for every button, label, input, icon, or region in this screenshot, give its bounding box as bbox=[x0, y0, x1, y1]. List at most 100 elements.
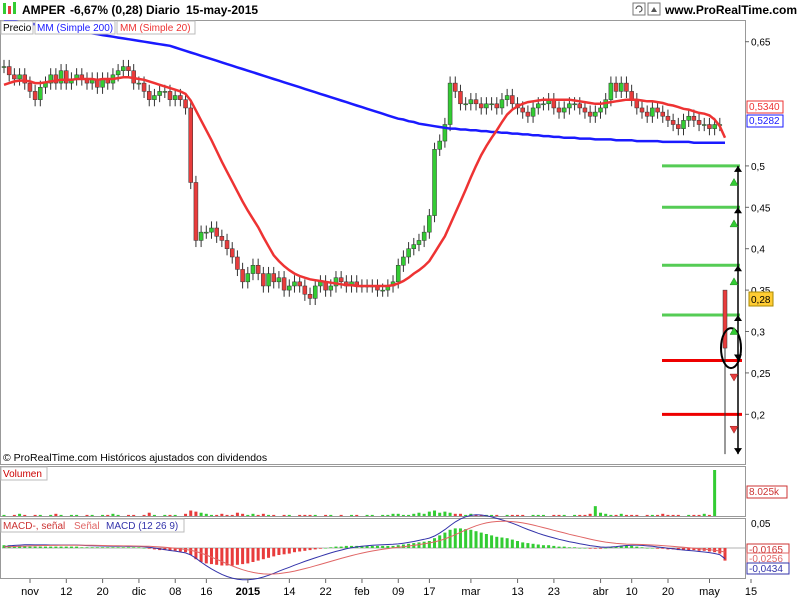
macd-hist-pos bbox=[59, 546, 63, 548]
candle-down bbox=[453, 82, 458, 92]
volume-bar-down bbox=[355, 514, 359, 516]
candle-up bbox=[463, 103, 468, 106]
macd-legend-macd: MACD (12 26 9) bbox=[106, 521, 178, 532]
macd-hist-pos bbox=[54, 546, 58, 548]
macd-hist-pos bbox=[85, 547, 89, 548]
candle-up bbox=[536, 103, 541, 109]
macd-hist-neg bbox=[318, 548, 322, 549]
volume-bar-down bbox=[23, 514, 27, 516]
candle-down bbox=[214, 227, 219, 237]
x-axis-label: abr bbox=[593, 586, 609, 598]
macd-hist-pos bbox=[562, 546, 566, 548]
volume-bar-down bbox=[54, 513, 58, 516]
macd-hist-pos bbox=[474, 531, 478, 548]
volume-panel-frame bbox=[0, 466, 746, 517]
macd-hist-pos bbox=[510, 539, 514, 548]
macd-hist-neg bbox=[287, 548, 291, 554]
candle-up bbox=[245, 273, 251, 283]
refresh-icon[interactable] bbox=[632, 2, 646, 16]
candle-down bbox=[255, 265, 261, 274]
macd-hist-neg bbox=[656, 548, 660, 549]
candle-up bbox=[172, 95, 178, 100]
price-axis-label: 0,4 bbox=[751, 245, 765, 256]
volume-bar-down bbox=[453, 513, 457, 516]
candle-down bbox=[63, 70, 69, 84]
legend-ma200: MM (Simple 200) bbox=[37, 23, 113, 34]
macd-hist-pos bbox=[132, 547, 136, 548]
volume-bar-down bbox=[645, 514, 649, 516]
candle-down bbox=[582, 107, 588, 113]
candle-up bbox=[395, 265, 401, 283]
macd-hist-pos bbox=[604, 548, 608, 549]
macd-hist-neg bbox=[303, 548, 307, 551]
volume-bar-down bbox=[168, 514, 172, 516]
candle-up bbox=[437, 140, 442, 150]
candle-down bbox=[146, 91, 152, 100]
candle-up bbox=[442, 124, 448, 142]
macd-hist-pos bbox=[557, 546, 561, 548]
macd-hist-neg bbox=[168, 548, 172, 551]
x-axis-label: 14 bbox=[283, 586, 295, 598]
candle-down bbox=[494, 103, 500, 109]
chart-icon[interactable] bbox=[3, 2, 16, 14]
candle-up bbox=[447, 82, 453, 125]
candle-up bbox=[650, 107, 655, 117]
moving-averages-layer bbox=[3, 18, 742, 370]
macd-hist-pos bbox=[111, 547, 115, 548]
volume-bar-up bbox=[490, 514, 494, 516]
legend-ma20-box bbox=[116, 20, 196, 35]
price-panel-frame bbox=[0, 20, 746, 465]
macd-hist-neg bbox=[220, 548, 224, 566]
ma20-line bbox=[3, 76, 727, 288]
volume-bar-up bbox=[152, 514, 156, 516]
macd-hist-pos bbox=[43, 546, 47, 548]
target-up-icon bbox=[729, 219, 739, 228]
volume-bar-down bbox=[147, 512, 151, 516]
candle-down bbox=[691, 115, 697, 121]
macd-hist-pos bbox=[427, 541, 431, 548]
legend-price: Precio bbox=[3, 23, 32, 34]
volume-bar-up bbox=[412, 513, 416, 516]
candle-down bbox=[178, 95, 183, 100]
volume-bar-up bbox=[443, 511, 447, 516]
candle-down bbox=[639, 107, 645, 113]
macd-value-tag bbox=[746, 562, 790, 575]
volume-bar-down bbox=[184, 513, 188, 516]
candle-down bbox=[338, 277, 344, 283]
volume-bar-up bbox=[313, 514, 317, 516]
volume-bar-up bbox=[396, 513, 400, 516]
volume-bar-down bbox=[256, 514, 260, 516]
volume-bar-down bbox=[215, 514, 219, 516]
candle-down bbox=[577, 103, 583, 109]
macd-legend-diff: MACD-, señal bbox=[3, 521, 65, 532]
candle-up bbox=[136, 82, 142, 85]
macd-hist-pos bbox=[469, 529, 473, 548]
candle-up bbox=[427, 215, 432, 233]
volume-bar-up bbox=[407, 514, 411, 516]
macd-hist-pos bbox=[567, 547, 571, 548]
macd-hist-pos bbox=[344, 545, 348, 548]
toolbar-icon[interactable] bbox=[647, 2, 661, 16]
candle-down bbox=[22, 74, 27, 84]
macd-hist-pos bbox=[75, 546, 79, 548]
macd-hist-pos bbox=[573, 547, 577, 548]
site-label[interactable]: www.ProRealTime.com bbox=[664, 3, 797, 17]
arrow-up-head bbox=[734, 314, 742, 321]
x-axis-label: 13 bbox=[511, 586, 523, 598]
target-down-icon bbox=[729, 373, 739, 382]
volume-bar-up bbox=[199, 512, 203, 516]
candle-up bbox=[1, 66, 7, 68]
volume-bar-down bbox=[671, 514, 675, 516]
macd-hist-neg bbox=[147, 548, 151, 549]
volume-bar-up bbox=[464, 514, 468, 516]
macd-hist-neg bbox=[230, 548, 234, 566]
target-down-icon bbox=[729, 425, 739, 434]
volume-bar-down bbox=[241, 513, 245, 516]
candle-up bbox=[401, 256, 406, 266]
volume-bar-up bbox=[49, 514, 53, 516]
candle-down bbox=[224, 240, 230, 249]
volume-bar-up bbox=[536, 514, 540, 516]
volume-value: 8.025k bbox=[749, 487, 780, 498]
macd-value: -0,0165 bbox=[749, 545, 783, 556]
macd-hist-pos bbox=[578, 548, 582, 549]
